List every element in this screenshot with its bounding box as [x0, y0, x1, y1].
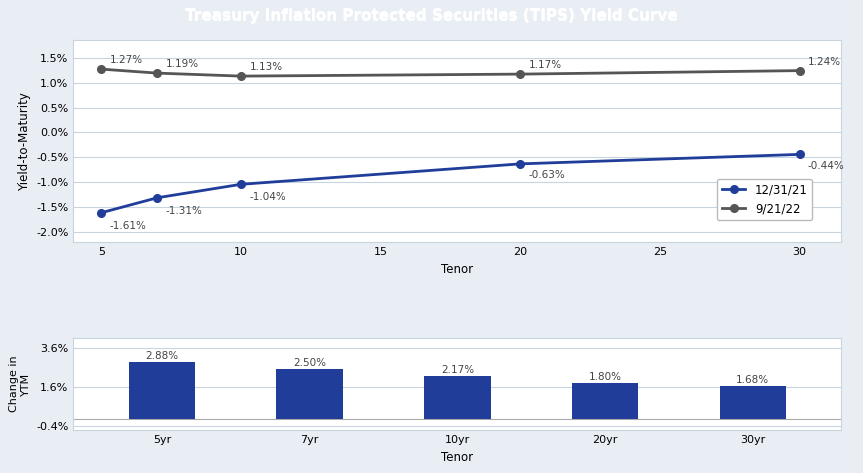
- Bar: [572, 383, 639, 419]
- Y-axis label: Change in
YTM: Change in YTM: [9, 356, 30, 412]
- Text: Treasury Inflation Protected Securities (TIPS) Yield Curve: Treasury Inflation Protected Securities …: [186, 8, 677, 23]
- Text: 1.24%: 1.24%: [808, 57, 841, 67]
- Text: 2.88%: 2.88%: [146, 351, 179, 361]
- 9/21/22: [236, 73, 246, 79]
- Text: Treasury Inflation Protected Securities (TIPS) Yield Curve: Treasury Inflation Protected Securities …: [186, 9, 677, 24]
- 9/21/22: [152, 70, 162, 76]
- Text: -0.44%: -0.44%: [808, 161, 845, 171]
- Line: 12/31/21: 12/31/21: [98, 150, 803, 217]
- Bar: [276, 369, 343, 419]
- Text: 1.68%: 1.68%: [736, 375, 769, 385]
- X-axis label: Tenor: Tenor: [441, 263, 474, 276]
- Text: 1.19%: 1.19%: [166, 59, 198, 69]
- Text: -1.31%: -1.31%: [166, 206, 203, 216]
- X-axis label: Tenor: Tenor: [441, 451, 474, 464]
- 9/21/22: [794, 68, 804, 73]
- Text: -0.63%: -0.63%: [529, 170, 565, 180]
- Text: 1.27%: 1.27%: [110, 55, 142, 65]
- 12/31/21: [515, 161, 526, 166]
- 9/21/22: [96, 66, 106, 72]
- 12/31/21: [236, 182, 246, 187]
- Bar: [424, 376, 491, 419]
- 12/31/21: [96, 210, 106, 216]
- 12/31/21: [794, 151, 804, 157]
- Bar: [720, 385, 786, 419]
- 12/31/21: [152, 195, 162, 201]
- 9/21/22: [515, 71, 526, 77]
- Text: 1.80%: 1.80%: [589, 372, 621, 382]
- Bar: [129, 362, 195, 419]
- Text: 2.17%: 2.17%: [441, 365, 474, 375]
- Text: 1.17%: 1.17%: [529, 60, 562, 70]
- Text: -1.61%: -1.61%: [110, 221, 147, 231]
- Text: 2.50%: 2.50%: [293, 359, 326, 368]
- Legend: 12/31/21, 9/21/22: 12/31/21, 9/21/22: [717, 179, 812, 220]
- Y-axis label: Yield-to-Maturity: Yield-to-Maturity: [17, 92, 30, 191]
- Text: 1.13%: 1.13%: [249, 62, 282, 72]
- Text: -1.04%: -1.04%: [249, 193, 286, 202]
- Line: 9/21/22: 9/21/22: [98, 65, 803, 80]
